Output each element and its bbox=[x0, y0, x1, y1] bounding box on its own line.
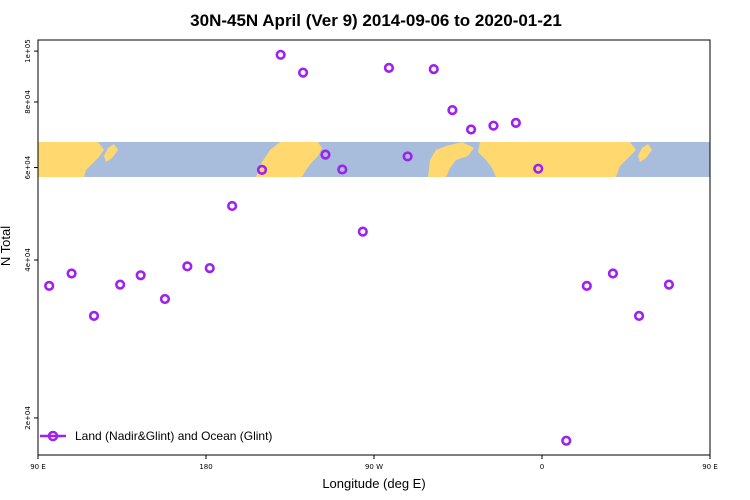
map-land-japan-right bbox=[638, 144, 652, 162]
data-point bbox=[256, 164, 268, 175]
data-point bbox=[510, 117, 521, 128]
data-point bbox=[402, 151, 413, 162]
data-point bbox=[66, 268, 77, 279]
x-axis-label: Longitude (deg E) bbox=[322, 476, 425, 491]
x-tick-label: 90 E bbox=[702, 463, 718, 471]
map-land-north-america bbox=[256, 142, 322, 177]
x-tick-label: 90 W bbox=[365, 463, 383, 471]
data-point bbox=[227, 200, 238, 212]
x-tick-label: 180 bbox=[199, 463, 212, 471]
data-point bbox=[383, 62, 395, 74]
x-tick-label: 0 bbox=[540, 463, 544, 471]
map-land-japan-left bbox=[104, 144, 118, 162]
data-point bbox=[337, 164, 348, 175]
data-point bbox=[447, 105, 458, 116]
data-point bbox=[115, 279, 126, 290]
y-tick-label: 8e+04 bbox=[24, 90, 32, 114]
y-tick-label: 6e+04 bbox=[24, 155, 32, 179]
data-point bbox=[88, 310, 100, 321]
world-map-strip bbox=[38, 142, 710, 177]
legend: Land (Nadir&Glint) and Ocean (Glint) bbox=[40, 429, 272, 443]
y-tick-label: 4e+04 bbox=[24, 248, 32, 272]
data-point bbox=[297, 67, 309, 78]
data-point bbox=[159, 293, 171, 305]
data-point bbox=[663, 279, 675, 290]
data-point bbox=[182, 261, 193, 272]
data-point bbox=[357, 226, 368, 237]
map-land-europe-africa bbox=[428, 142, 474, 177]
y-axis: 2e+04 4e+04 6e+04 8e+04 1e+05 bbox=[24, 39, 38, 430]
data-point bbox=[320, 149, 331, 160]
data-point bbox=[533, 163, 544, 174]
plot-frame bbox=[37, 39, 711, 456]
data-point bbox=[135, 270, 146, 281]
x-axis: 90 E 180 90 W 0 90 E bbox=[30, 455, 718, 471]
data-point bbox=[44, 280, 55, 291]
data-point bbox=[428, 64, 439, 75]
data-point bbox=[633, 310, 645, 321]
x-tick-label: 90 E bbox=[30, 463, 46, 471]
data-point bbox=[561, 435, 572, 446]
data-point bbox=[465, 124, 477, 135]
data-point bbox=[275, 49, 286, 60]
map-land-asia-left bbox=[38, 142, 104, 177]
data-point bbox=[581, 280, 592, 291]
y-tick-label: 1e+05 bbox=[24, 39, 32, 63]
data-series bbox=[44, 49, 675, 446]
legend-marker bbox=[47, 430, 59, 442]
y-axis-label: N Total bbox=[0, 226, 13, 266]
data-point bbox=[607, 268, 619, 279]
data-point bbox=[488, 120, 499, 131]
map-land-asia-right bbox=[478, 142, 636, 177]
data-point bbox=[204, 262, 215, 274]
legend-label: Land (Nadir&Glint) and Ocean (Glint) bbox=[75, 429, 272, 443]
chart-title: 30N-45N April (Ver 9) 2014-09-06 to 2020… bbox=[190, 11, 562, 30]
y-tick-label: 2e+04 bbox=[24, 406, 32, 430]
